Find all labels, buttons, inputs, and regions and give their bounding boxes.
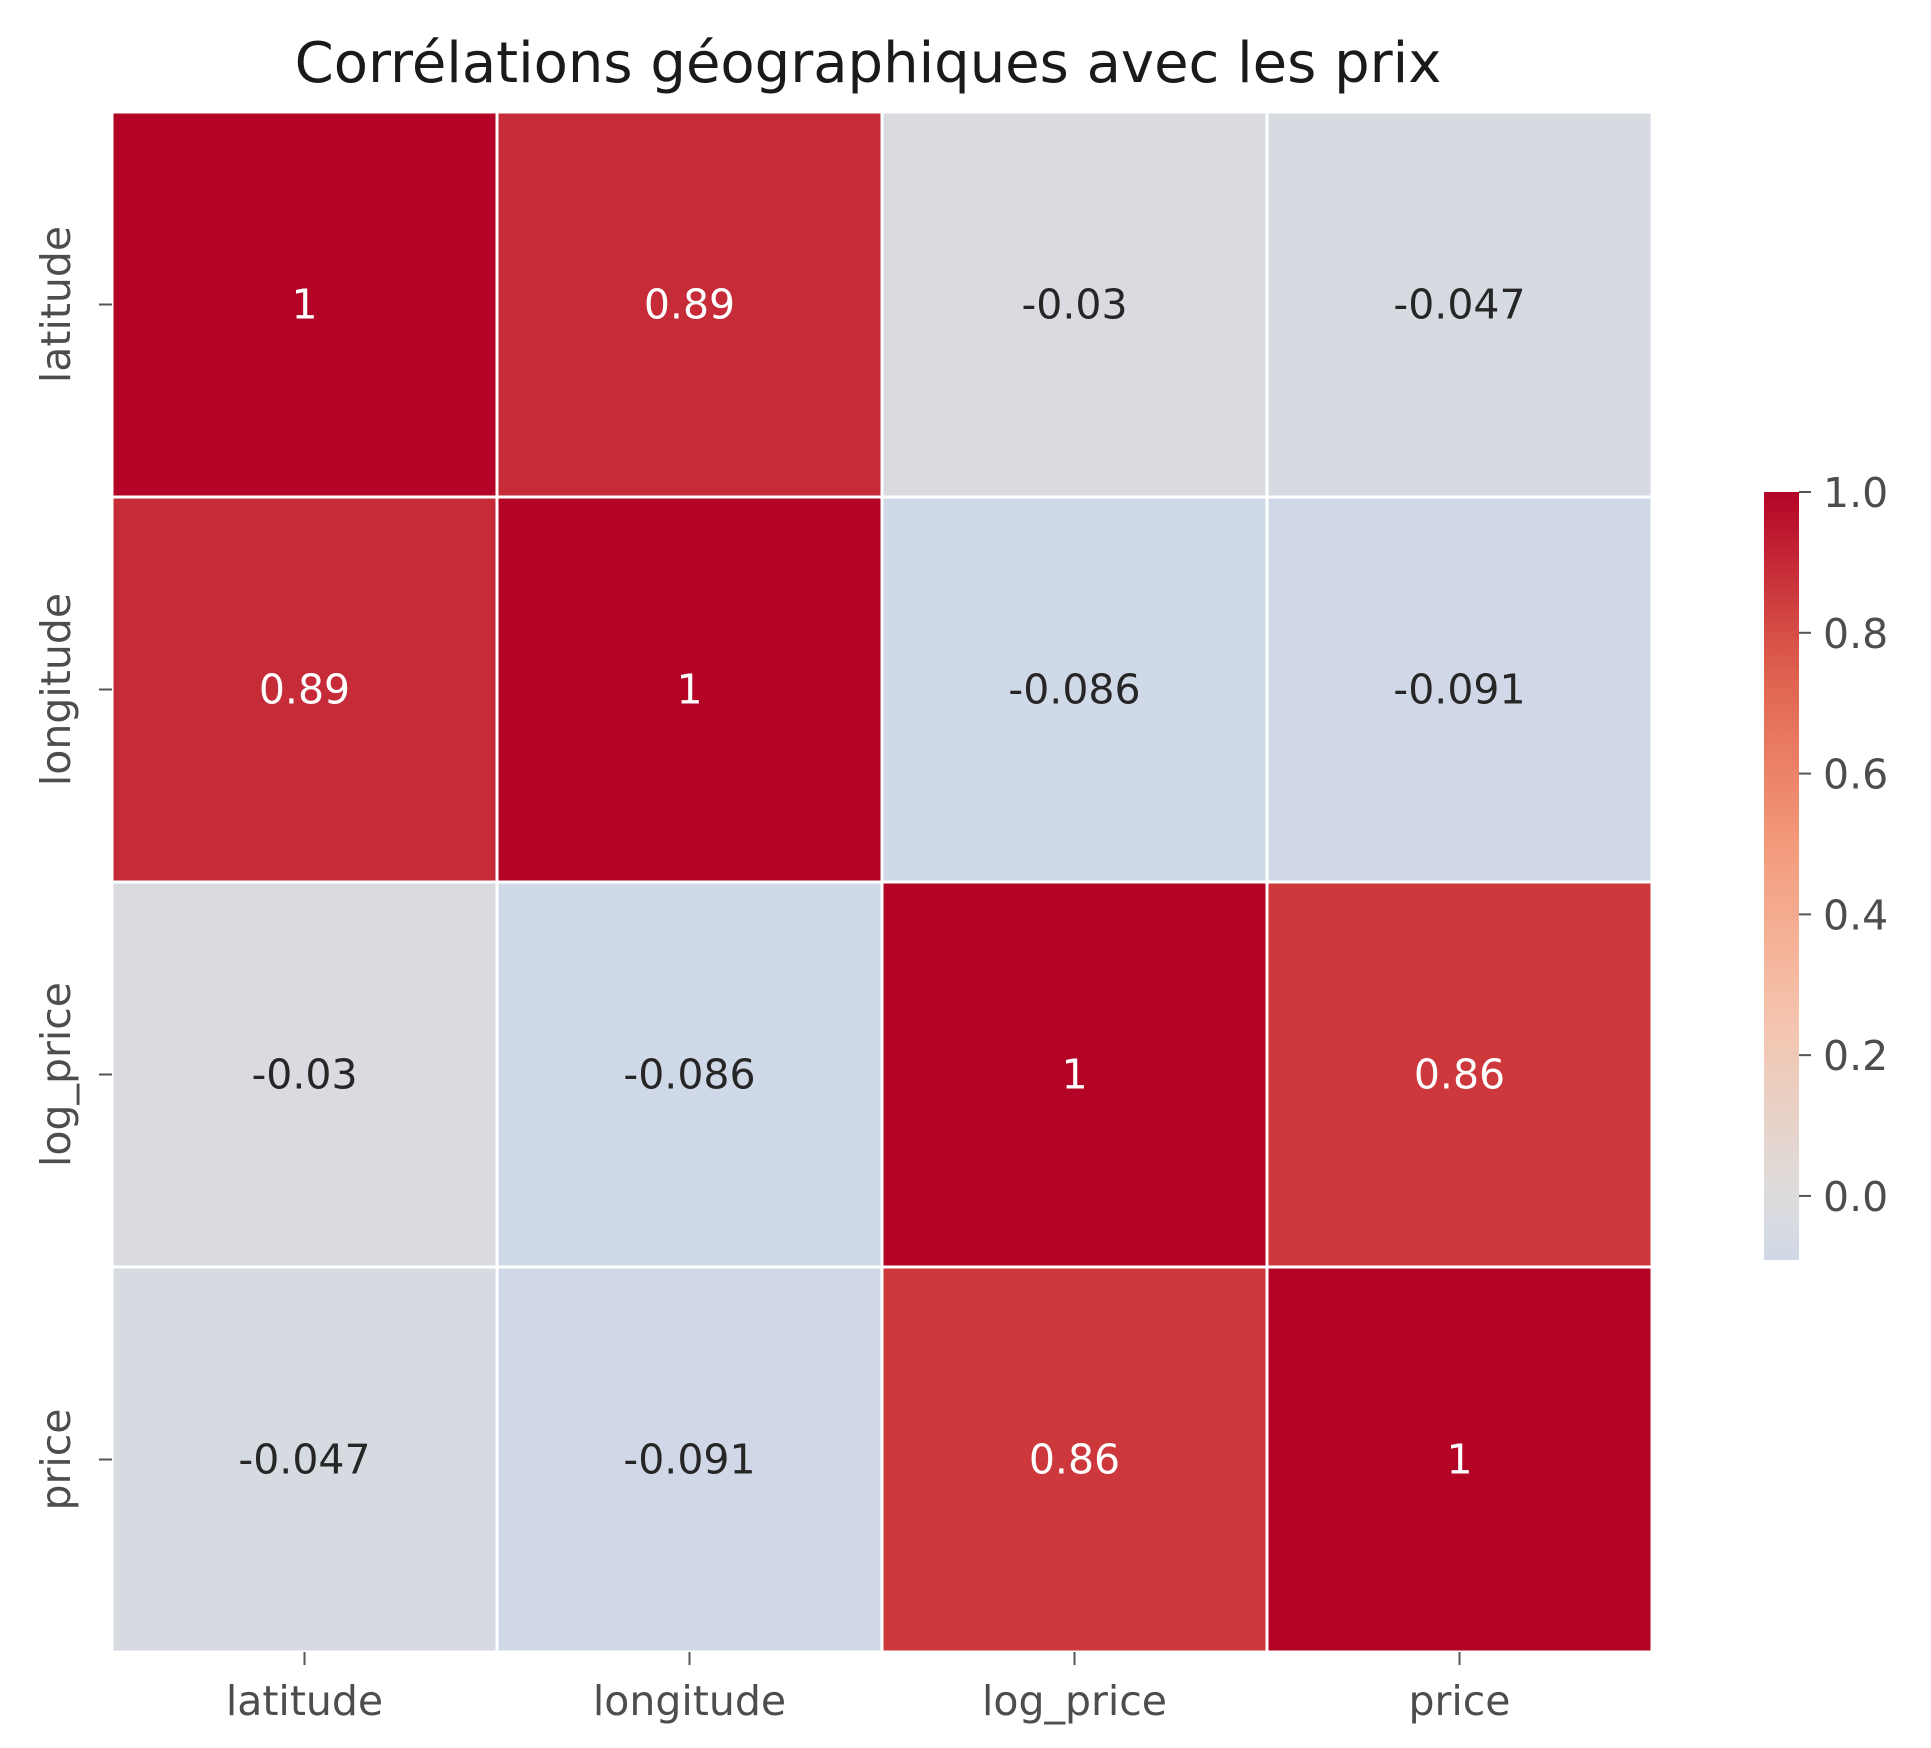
x-tick-label: log_price	[982, 1677, 1167, 1725]
heatmap-cell	[110, 1265, 499, 1654]
cell-value-label: -0.091	[1393, 666, 1525, 714]
cell-value-label: -0.047	[238, 1436, 370, 1484]
chart-title: Corrélations géographiques avec les prix	[295, 31, 1442, 96]
y-tick-label: log_price	[32, 982, 80, 1167]
heatmap-cell	[495, 495, 884, 884]
heatmap-cell	[1265, 880, 1654, 1269]
cell-value-label: 1	[1061, 1051, 1087, 1099]
y-tick-label: latitude	[32, 226, 80, 383]
cell-value-label: -0.091	[623, 1436, 755, 1484]
x-tick-label: latitude	[226, 1677, 383, 1725]
x-tick-label: longitude	[593, 1677, 786, 1725]
heatmap-cell	[1265, 495, 1654, 884]
cell-value-label: 0.89	[644, 281, 735, 329]
y-tick-label: longitude	[32, 593, 80, 786]
cell-value-label: 0.86	[1029, 1436, 1120, 1484]
colorbar-tick-label: 0.4	[1823, 891, 1888, 939]
heatmap-cell	[1265, 1265, 1654, 1654]
cell-value-label: -0.03	[1021, 281, 1127, 329]
heatmap-cell	[110, 495, 499, 884]
colorbar-tick-label: 1.0	[1823, 469, 1888, 517]
colorbar-tick-label: 0.8	[1823, 610, 1888, 658]
x-tick-label: price	[1408, 1677, 1510, 1725]
y-tick-label: price	[32, 1408, 80, 1510]
cell-value-label: 1	[676, 666, 702, 714]
colorbar-tick-label: 0.0	[1823, 1173, 1888, 1221]
colorbar-tick-label: 0.2	[1823, 1032, 1888, 1080]
cell-value-label: -0.047	[1393, 281, 1525, 329]
colorbar-tick-label: 0.6	[1823, 751, 1888, 799]
cell-value-label: -0.086	[623, 1051, 755, 1099]
cell-value-label: -0.086	[1008, 666, 1140, 714]
heatmap-cell	[880, 1265, 1269, 1654]
heatmap-cells: 1 0.89 -0.03 -0.047 0.89 1 -0.086 -0.091 -0.03 -0…	[110, 110, 1654, 1654]
heatmap-cell	[880, 110, 1269, 499]
colorbar-gradient	[1764, 492, 1799, 1260]
cell-value-label: 0.86	[1414, 1051, 1505, 1099]
heatmap-cell	[495, 110, 884, 499]
cell-value-label: 0.89	[259, 666, 350, 714]
cell-value-label: -0.03	[251, 1051, 357, 1099]
heatmap-cell	[110, 110, 499, 499]
colorbar: 0.0 0.2 0.4 0.6 0.8 1.0	[1764, 469, 1888, 1260]
heatmap-cell	[495, 880, 884, 1269]
cell-value-label: 1	[291, 281, 317, 329]
x-axis: latitude longitude log_price price	[226, 1652, 1511, 1725]
heatmap-cell	[495, 1265, 884, 1654]
cell-value-label: 1	[1446, 1436, 1472, 1484]
heatmap-cell	[1265, 110, 1654, 499]
